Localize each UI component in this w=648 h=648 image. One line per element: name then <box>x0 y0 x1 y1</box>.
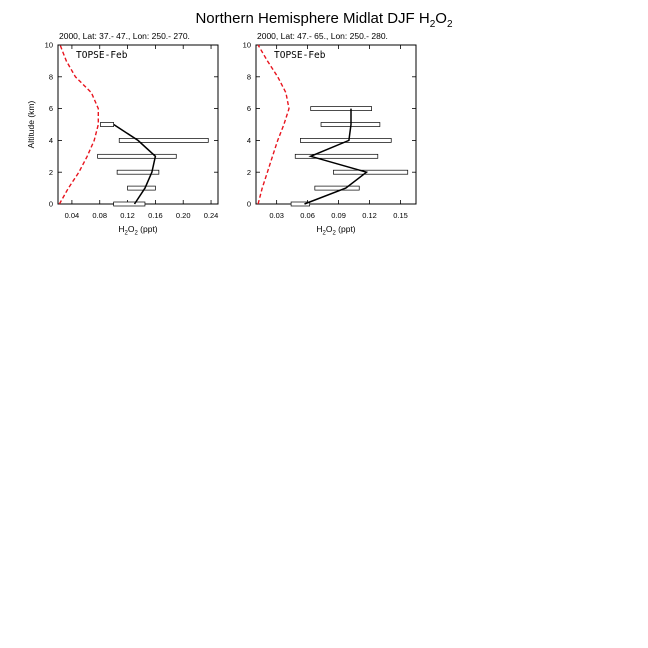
x-axis-label-part: 2 <box>134 231 138 237</box>
y-tick-label: 4 <box>247 136 251 145</box>
x-tick-label: 0.12 <box>120 211 135 220</box>
x-axis-label: H2O2 (ppt) <box>316 224 355 237</box>
y-tick-label: 6 <box>247 104 251 113</box>
y-tick-label: 10 <box>243 41 251 50</box>
y-tick-label: 6 <box>49 104 53 113</box>
obs-profile-line <box>304 108 369 205</box>
obs-range-bar <box>333 169 409 175</box>
y-tick-label: 0 <box>247 200 251 209</box>
obs-range-bar <box>100 122 115 127</box>
campaign-label: TOPSE-Feb <box>76 50 128 61</box>
obs-range-bar <box>97 153 177 159</box>
obs-range-bar <box>310 106 372 111</box>
y-tick-label: 8 <box>49 72 53 81</box>
x-tick-label: 0.24 <box>204 211 219 220</box>
x-tick-label: 0.06 <box>300 211 315 220</box>
x-axis-label-part: O <box>128 224 135 234</box>
x-axis-label: H2O2 (ppt) <box>118 224 157 237</box>
obs-range-bar <box>113 201 146 207</box>
obs-range-bar <box>116 169 160 175</box>
obs-range-bar <box>294 153 379 159</box>
x-axis-label-part: 2 <box>332 231 336 237</box>
x-axis-label-part: H <box>316 224 322 234</box>
campaign-label: TOPSE-Feb <box>274 50 326 61</box>
y-axis-label: Altitude (km) <box>26 100 36 148</box>
y-tick-label: 2 <box>247 168 251 177</box>
panel-subtitle: 2000, Lat: 47.- 65., Lon: 250.- 280. <box>257 31 388 41</box>
obs-range-bar <box>314 185 360 191</box>
x-tick-label: 0.09 <box>331 211 346 220</box>
x-tick-label: 0.16 <box>148 211 163 220</box>
y-tick-label: 8 <box>247 72 251 81</box>
x-tick-label: 0.15 <box>393 211 408 220</box>
obs-profile-line <box>113 123 157 205</box>
model-profile-line <box>58 44 100 205</box>
panel-left: 2000, Lat: 37.- 47., Lon: 250.- 270. 0.04… <box>26 31 219 237</box>
panel-right: 2000, Lat: 47.- 65., Lon: 250.- 280. 0.03… <box>243 31 417 237</box>
title-sub-2: 2 <box>447 19 453 30</box>
x-axis-label-part: O <box>326 224 333 234</box>
x-tick-label: 0.12 <box>362 211 377 220</box>
x-axis-label-part: (ppt) <box>336 224 356 234</box>
y-tick-label: 4 <box>49 136 53 145</box>
x-tick-label: 0.04 <box>65 211 80 220</box>
panel-subtitle: 2000, Lat: 37.- 47., Lon: 250.- 270. <box>59 31 190 41</box>
x-axis-label-part: H <box>118 224 124 234</box>
obs-range-bar <box>127 185 156 191</box>
x-tick-label: 0.20 <box>176 211 191 220</box>
x-axis-label-part: (ppt) <box>138 224 158 234</box>
obs-range-bar <box>290 201 311 207</box>
x-tick-label: 0.03 <box>269 211 284 220</box>
x-tick-label: 0.08 <box>92 211 107 220</box>
y-tick-label: 0 <box>49 200 53 209</box>
y-tick-label: 10 <box>45 41 53 50</box>
figure-title: Northern Hemisphere Midlat DJF H2O2 <box>195 10 452 30</box>
model-profile-line <box>257 44 290 205</box>
x-axis-label-part: 2 <box>322 231 326 237</box>
obs-range-bar <box>118 138 209 143</box>
y-tick-label: 2 <box>49 168 53 177</box>
title-main: Northern Hemisphere Midlat DJF H <box>195 10 429 27</box>
title-sub-1: 2 <box>430 19 436 30</box>
plot-frame <box>57 44 219 205</box>
plot-frame <box>255 44 417 205</box>
x-axis-label-part: 2 <box>124 231 128 237</box>
title-mid: O <box>435 10 447 27</box>
